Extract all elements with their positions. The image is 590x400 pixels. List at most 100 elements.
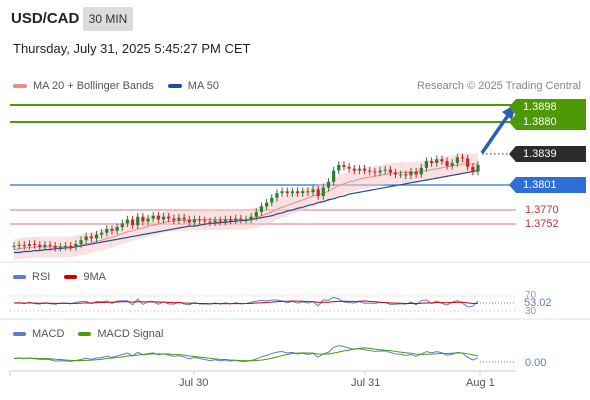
candle-body [373, 171, 377, 173]
candle-body [74, 244, 78, 247]
candle-body [337, 164, 341, 171]
candle-body [378, 170, 382, 173]
candle-body [228, 219, 233, 221]
candle-body [141, 216, 145, 222]
candle-body [424, 161, 429, 168]
candle-body [347, 166, 351, 169]
rsi-value: 53.02 [524, 297, 552, 309]
candle-body [275, 193, 279, 198]
candle-body [161, 216, 166, 220]
candle-body [203, 220, 207, 222]
candle-body [172, 218, 176, 221]
candle-body [17, 244, 21, 246]
rsi-ma-legend-item: 9MA [64, 271, 106, 283]
candle-body [234, 218, 238, 221]
candle-body [352, 168, 356, 171]
candle-body [476, 164, 480, 172]
candle-body [136, 216, 140, 226]
legend-ma20-label: MA 20 + Bollinger Bands [33, 80, 154, 92]
candle-body [306, 191, 310, 193]
candle-body [100, 232, 104, 235]
support-1-label: 1.3770 [525, 204, 559, 216]
candle-body [435, 159, 439, 164]
candle-body [48, 244, 52, 246]
candle-body [105, 228, 109, 233]
candle-body [399, 174, 403, 176]
rsi-legend: RSI 9MA [13, 271, 120, 283]
symbol-title: USD/CAD [11, 10, 80, 27]
x-tick-jul31: Jul 31 [351, 377, 381, 389]
rsi-level-30-label: 30 [525, 306, 537, 317]
candle-body [445, 161, 449, 166]
candle-body [383, 169, 387, 171]
candle-body [125, 219, 130, 224]
pivot-tag: 1.3801 [509, 177, 586, 193]
candle-body [177, 217, 181, 221]
x-tick-aug1: Aug 1 [466, 377, 495, 389]
candle-body [79, 240, 83, 244]
candle-body [285, 191, 289, 194]
candle-body [326, 181, 331, 188]
candle-body [460, 157, 465, 159]
candle-body [259, 206, 264, 212]
rsi-lines [13, 296, 479, 308]
bollinger-bands [14, 153, 478, 260]
candle-body [409, 171, 413, 176]
candle-body [63, 245, 68, 247]
macd-line [13, 345, 479, 362]
candle-body [368, 170, 372, 172]
candle-body [471, 166, 475, 172]
candle-body [290, 191, 294, 194]
candle-body [223, 219, 227, 222]
timeframe-badge[interactable]: 30 MIN [83, 7, 133, 31]
candle-body [130, 219, 135, 226]
candle-body [342, 164, 346, 167]
macd-label: MACD [32, 328, 65, 340]
candle-body [27, 244, 32, 246]
candle-body [357, 168, 362, 171]
candle-body [455, 157, 459, 164]
candle-body [167, 216, 171, 219]
candle-body [311, 189, 315, 193]
credit-text: Research © 2025 Trading Central [416, 80, 581, 92]
resistance-2-tag: 1.3898 [509, 99, 586, 115]
candle-body [316, 189, 320, 196]
candle-body [156, 215, 160, 220]
candle-body [218, 220, 222, 222]
candle-body [198, 219, 202, 221]
current-price-tag: 1.3839 [509, 146, 586, 162]
ma20-swatch [13, 84, 27, 88]
candles [12, 153, 480, 252]
macd-lines [13, 345, 479, 362]
candle-body [450, 163, 454, 166]
bollinger-band-area [14, 153, 478, 260]
datetime-label: Thursday, July 31, 2025 5:45:27 PM CET [13, 41, 251, 56]
candle-body [146, 218, 150, 222]
candle-body [301, 191, 305, 194]
candle-body [94, 234, 99, 239]
legend-ma20: MA 20 + Bollinger Bands [13, 80, 154, 92]
candle-body [12, 245, 16, 247]
resistance-1-tag: 1.3880 [509, 114, 586, 130]
price-legend: MA 20 + Bollinger Bands MA 50 [13, 80, 233, 92]
macd-signal-line [13, 347, 479, 362]
candle-body [466, 158, 470, 167]
candle-body [89, 236, 93, 239]
rsi-line [13, 296, 479, 308]
candle-body [213, 220, 217, 223]
candle-body [239, 218, 243, 220]
candle-body [53, 245, 57, 248]
rsi-level-70-label: 70 [525, 290, 537, 301]
rsi-label: RSI [32, 271, 51, 283]
candle-body [414, 171, 418, 175]
projection-arrow-shaft [480, 113, 511, 154]
candle-body [295, 191, 300, 194]
candle-body [404, 174, 408, 176]
rsi-swatch [13, 275, 26, 279]
x-tick-jul30: Jul 30 [179, 377, 209, 389]
rsi-ma-line [13, 300, 479, 305]
candle-body [254, 212, 258, 217]
macd-legend: MACD MACD Signal [13, 328, 177, 340]
